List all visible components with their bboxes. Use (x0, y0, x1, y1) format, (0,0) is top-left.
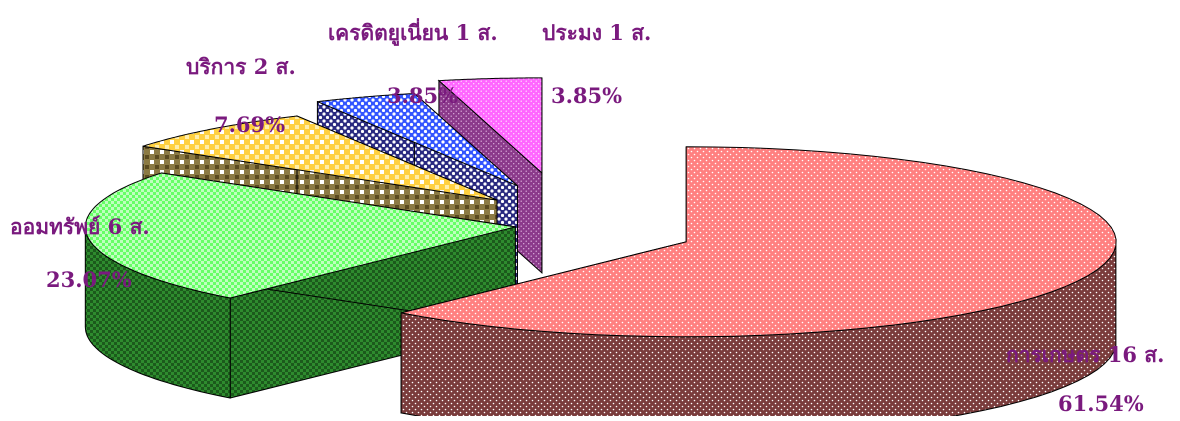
slice-top-savings (84, 172, 516, 299)
slice-percent-fishery: 3.85% (551, 83, 622, 108)
slice-top-fishery (437, 77, 543, 175)
slice-label-credit-union: เครดิตยูเนี่ยน 1 ส. (328, 17, 498, 47)
slice-top-services (142, 115, 498, 201)
slice-top-agriculture (400, 146, 1117, 338)
slice-label-fishery: ประมง 1 ส. (542, 20, 651, 45)
slice-percent-savings: 23.07% (46, 267, 132, 292)
slice-percent-credit-union: 3.85% (387, 83, 458, 108)
slice-label-services: บริการ 2 ส. (186, 54, 296, 79)
slice-label-agriculture: การเกษตร 16 ส. (1006, 342, 1164, 367)
slice-top-credit-union (317, 92, 518, 187)
slice-label-savings: ออมทรัพย์ 6 ส. (10, 214, 150, 239)
slice-percent-services: 7.69% (214, 112, 285, 137)
slice-percent-agriculture: 61.54% (1058, 391, 1144, 416)
